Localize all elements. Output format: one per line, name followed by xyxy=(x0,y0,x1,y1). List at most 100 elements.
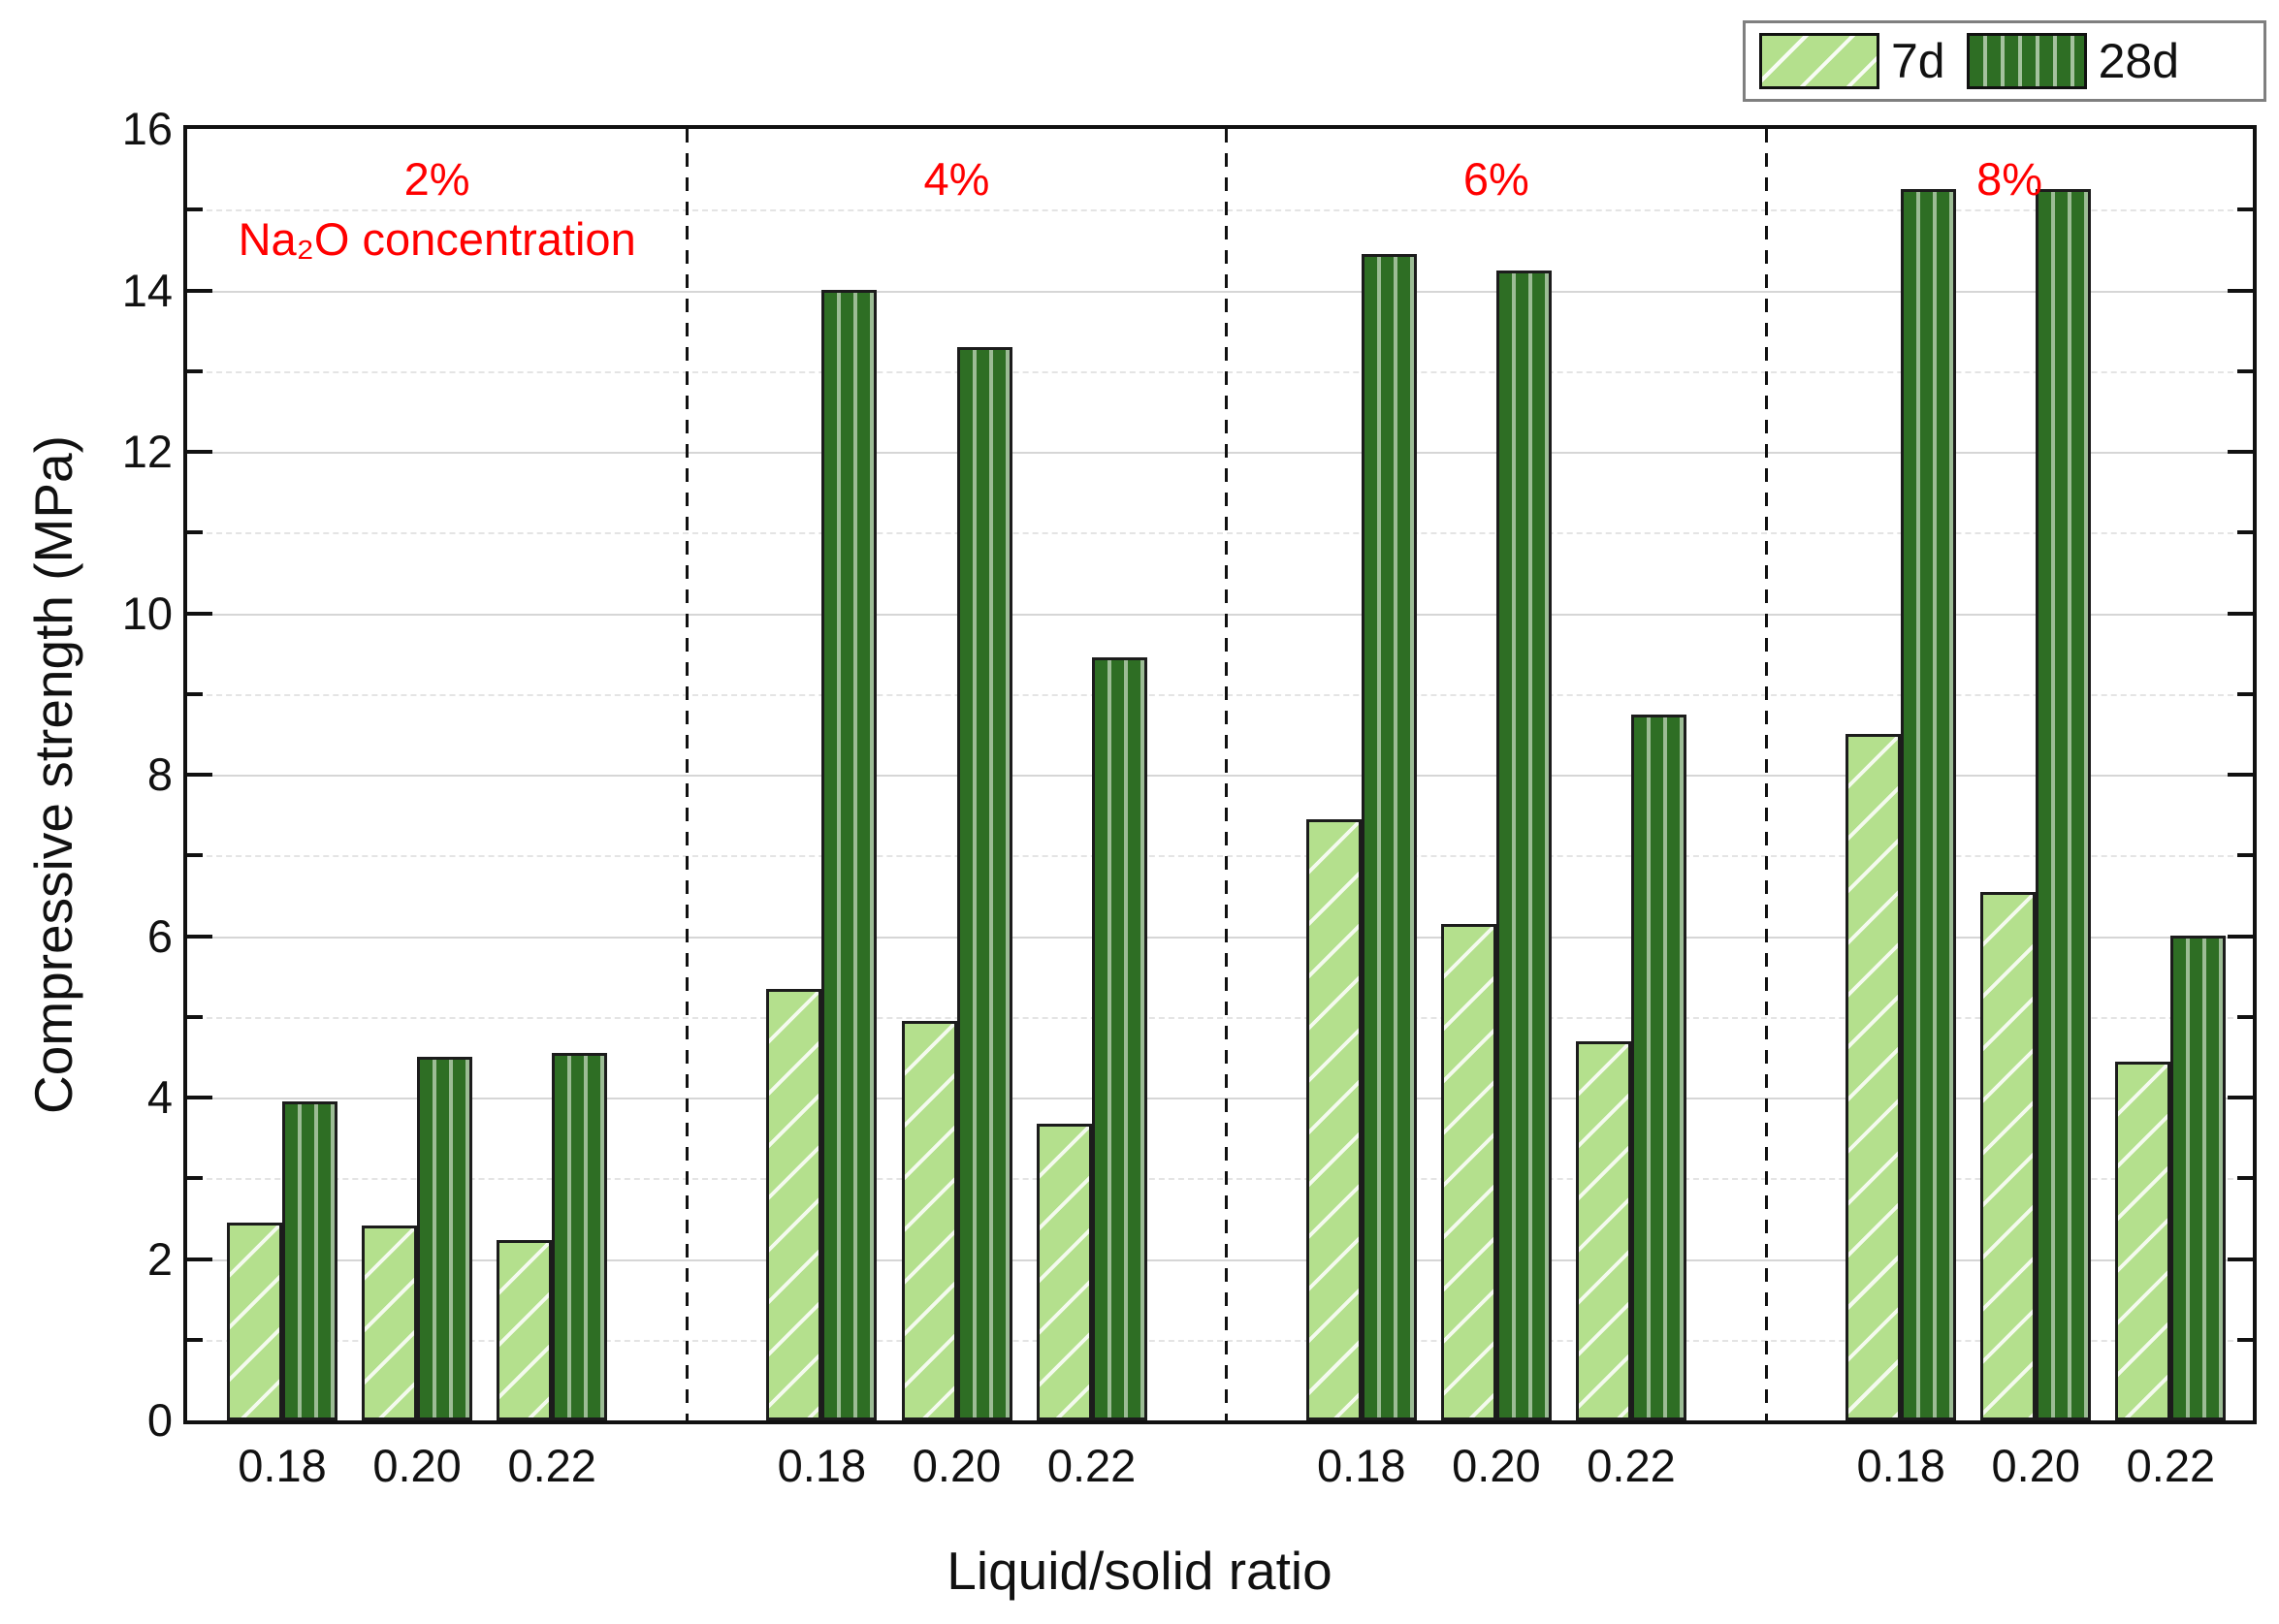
gridline-y-5 xyxy=(187,1016,2253,1019)
y-tick-left-3 xyxy=(187,1176,203,1181)
plot-area: 2% Na₂O concentration 4% 6% 8% xyxy=(187,129,2253,1420)
group-separator xyxy=(1225,129,1229,1420)
bar-2%-0.20-28d xyxy=(417,1057,473,1420)
x-tick-label-0.20: 0.20 xyxy=(1452,1440,1541,1491)
gridline-y-1 xyxy=(187,1339,2253,1342)
group-sublabel: Na₂O concentration xyxy=(238,213,636,265)
group-label-8%: 8% xyxy=(1976,153,2043,205)
bar-6%-0.20-28d xyxy=(1495,271,1552,1420)
gridline-y-14 xyxy=(187,290,2253,293)
bar-6%-0.22-7d xyxy=(1576,1041,1631,1420)
gridline-y-10 xyxy=(187,613,2253,616)
bar-2%-0.22-28d xyxy=(552,1053,608,1420)
y-tick-right-1 xyxy=(2237,1337,2253,1342)
bar-2%-0.18-28d xyxy=(282,1101,337,1420)
group-separator xyxy=(685,129,689,1420)
y-tick-label-10: 10 xyxy=(121,587,173,639)
y-tick-right-2 xyxy=(2228,1257,2253,1261)
bar-2%-0.22-7d xyxy=(497,1240,553,1420)
gridline-y-11 xyxy=(187,532,2253,535)
legend-swatch-28d-icon xyxy=(1966,33,2087,89)
y-tick-left-6 xyxy=(187,934,212,939)
bar-4%-0.22-28d xyxy=(1091,657,1147,1420)
y-tick-right-11 xyxy=(2237,530,2253,535)
legend-label-7d: 7d xyxy=(1891,34,1945,88)
y-tick-label-2: 2 xyxy=(146,1232,173,1285)
y-tick-left-7 xyxy=(187,853,203,858)
bar-6%-0.18-28d xyxy=(1361,254,1417,1420)
bar-6%-0.18-7d xyxy=(1305,819,1362,1420)
x-tick-label-0.22: 0.22 xyxy=(2126,1440,2216,1491)
y-tick-label-14: 14 xyxy=(121,264,173,316)
y-tick-right-15 xyxy=(2237,207,2253,212)
bar-4%-0.20-28d xyxy=(956,347,1012,1420)
bar-8%-0.18-7d xyxy=(1846,734,1902,1420)
y-tick-left-15 xyxy=(187,207,203,212)
x-tick-label-0.22: 0.22 xyxy=(1587,1440,1676,1491)
y-tick-label-12: 12 xyxy=(121,426,173,477)
y-tick-left-2 xyxy=(187,1257,212,1261)
y-tick-label-0: 0 xyxy=(146,1394,173,1446)
x-tick-label-0.18: 0.18 xyxy=(777,1440,867,1491)
y-tick-left-13 xyxy=(187,368,203,373)
y-tick-label-8: 8 xyxy=(146,748,173,800)
gridline-y-15 xyxy=(187,209,2253,212)
gridline-y-6 xyxy=(187,936,2253,939)
y-tick-right-6 xyxy=(2228,934,2253,939)
y-tick-right-7 xyxy=(2237,853,2253,858)
group-separator xyxy=(1764,129,1768,1420)
bar-4%-0.18-7d xyxy=(766,989,822,1420)
bar-4%-0.18-28d xyxy=(821,290,878,1420)
legend-item-7d: 7d xyxy=(1759,33,1945,89)
legend-swatch-7d-icon xyxy=(1759,33,1879,89)
bar-8%-0.20-28d xyxy=(2036,189,2092,1420)
y-tick-left-5 xyxy=(187,1014,203,1019)
x-tick-label-0.18: 0.18 xyxy=(1856,1440,1945,1491)
bar-6%-0.20-7d xyxy=(1440,924,1496,1420)
group-label-6%: 6% xyxy=(1462,153,1529,205)
gridline-y-12 xyxy=(187,452,2253,454)
bar-2%-0.20-7d xyxy=(362,1226,418,1420)
x-axis-title: Liquid/solid ratio xyxy=(947,1541,1332,1601)
bar-4%-0.22-7d xyxy=(1036,1124,1092,1420)
x-tick-label-0.22: 0.22 xyxy=(507,1440,596,1491)
bar-4%-0.20-7d xyxy=(901,1021,957,1420)
y-tick-right-10 xyxy=(2228,611,2253,616)
y-tick-right-14 xyxy=(2228,288,2253,293)
gridline-y-4 xyxy=(187,1098,2253,1099)
gridline-y-2 xyxy=(187,1258,2253,1261)
y-tick-left-14 xyxy=(187,288,212,293)
x-tick-label-0.22: 0.22 xyxy=(1046,1440,1137,1491)
gridline-y-7 xyxy=(187,855,2253,858)
y-tick-left-11 xyxy=(187,530,203,535)
y-tick-left-1 xyxy=(187,1337,203,1342)
legend-item-28d: 28d xyxy=(1966,33,2180,89)
group-label-4%: 4% xyxy=(923,153,990,205)
y-tick-right-9 xyxy=(2237,691,2253,696)
y-tick-left-4 xyxy=(187,1096,212,1099)
gridline-y-8 xyxy=(187,775,2253,777)
bar-8%-0.22-28d xyxy=(2170,936,2227,1420)
legend-label-28d: 28d xyxy=(2098,34,2180,88)
gridline-y-9 xyxy=(187,693,2253,696)
gridline-y-3 xyxy=(187,1178,2253,1181)
y-tick-right-12 xyxy=(2228,450,2253,454)
y-tick-right-8 xyxy=(2228,773,2253,777)
y-tick-right-4 xyxy=(2228,1096,2253,1099)
x-tick-label-0.18: 0.18 xyxy=(1317,1440,1406,1491)
x-tick-label-0.20: 0.20 xyxy=(372,1440,462,1491)
gridline-y-13 xyxy=(187,370,2253,373)
x-tick-label-0.18: 0.18 xyxy=(238,1440,327,1491)
y-tick-left-10 xyxy=(187,611,212,616)
bar-8%-0.20-7d xyxy=(1980,892,2037,1420)
y-tick-label-6: 6 xyxy=(146,909,173,962)
y-tick-right-3 xyxy=(2237,1176,2253,1181)
y-tick-label-4: 4 xyxy=(146,1071,173,1123)
y-tick-left-9 xyxy=(187,691,203,696)
y-tick-label-16: 16 xyxy=(121,103,173,154)
y-tick-left-12 xyxy=(187,450,212,454)
bar-6%-0.22-28d xyxy=(1631,715,1686,1420)
y-tick-right-5 xyxy=(2237,1014,2253,1019)
bar-8%-0.18-28d xyxy=(1901,189,1957,1420)
